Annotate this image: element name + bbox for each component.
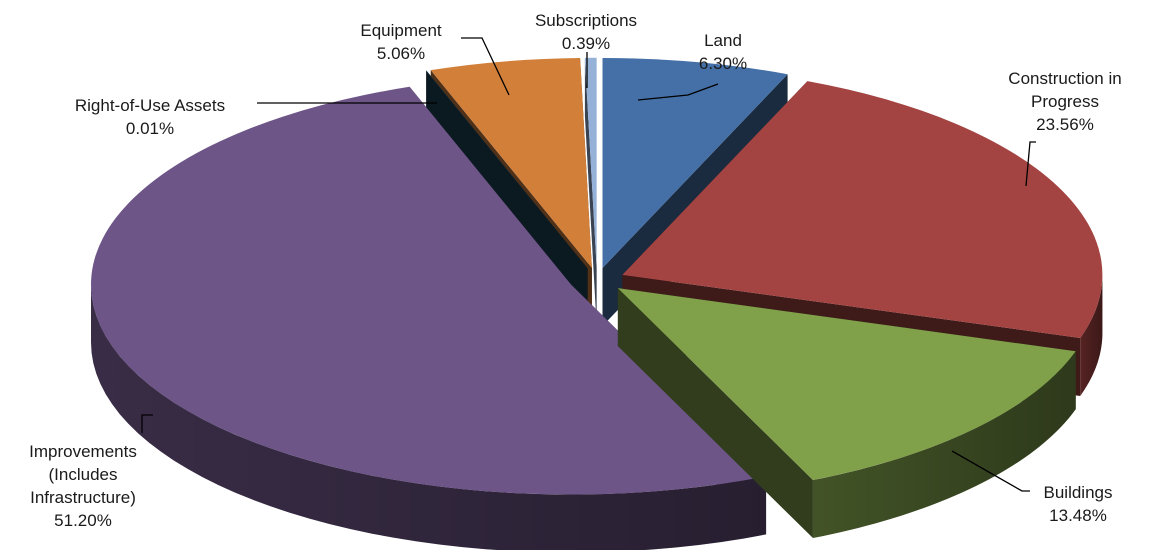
slice-label-equipment-line-0: Equipment	[360, 21, 442, 40]
slice-label-improvements-line-1: (Includes	[49, 465, 118, 484]
slice-value-equipment: 5.06%	[377, 44, 425, 63]
data-label-construction: Construction in Progress 23.56%	[1008, 69, 1121, 134]
slice-value-subscriptions: 0.39%	[562, 34, 610, 53]
slice-label-right-of-use-line-0: Right-of-Use Assets	[75, 96, 225, 115]
slice-value-right-of-use: 0.01%	[126, 119, 174, 138]
slice-label-buildings-line-0: Buildings	[1044, 483, 1113, 502]
slice-label-land-line-0: Land	[704, 31, 742, 50]
data-label-land: Land 6.30%	[699, 31, 747, 73]
slice-value-buildings: 13.48%	[1049, 506, 1107, 525]
slice-label-construction-line-0: Construction in	[1008, 69, 1121, 88]
slice-label-construction-line-1: Progress	[1031, 92, 1099, 111]
data-label-right-of-use: Right-of-Use Assets 0.01%	[75, 96, 225, 138]
slice-label-improvements-line-2: Infrastructure)	[30, 488, 136, 507]
data-label-equipment: Equipment 5.06%	[360, 21, 442, 63]
slice-value-improvements: 51.20%	[54, 511, 112, 530]
slice-value-construction: 23.56%	[1036, 115, 1094, 134]
slice-label-subscriptions-line-0: Subscriptions	[535, 11, 637, 30]
slice-value-land: 6.30%	[699, 54, 747, 73]
slice-label-improvements-line-0: Improvements	[29, 442, 137, 461]
data-label-subscriptions: Subscriptions 0.39%	[535, 11, 637, 53]
data-label-buildings: Buildings 13.48%	[1044, 483, 1113, 525]
slices-layer	[91, 58, 1102, 550]
data-label-improvements: Improvements (Includes Infrastructure) 51.2…	[29, 442, 137, 530]
